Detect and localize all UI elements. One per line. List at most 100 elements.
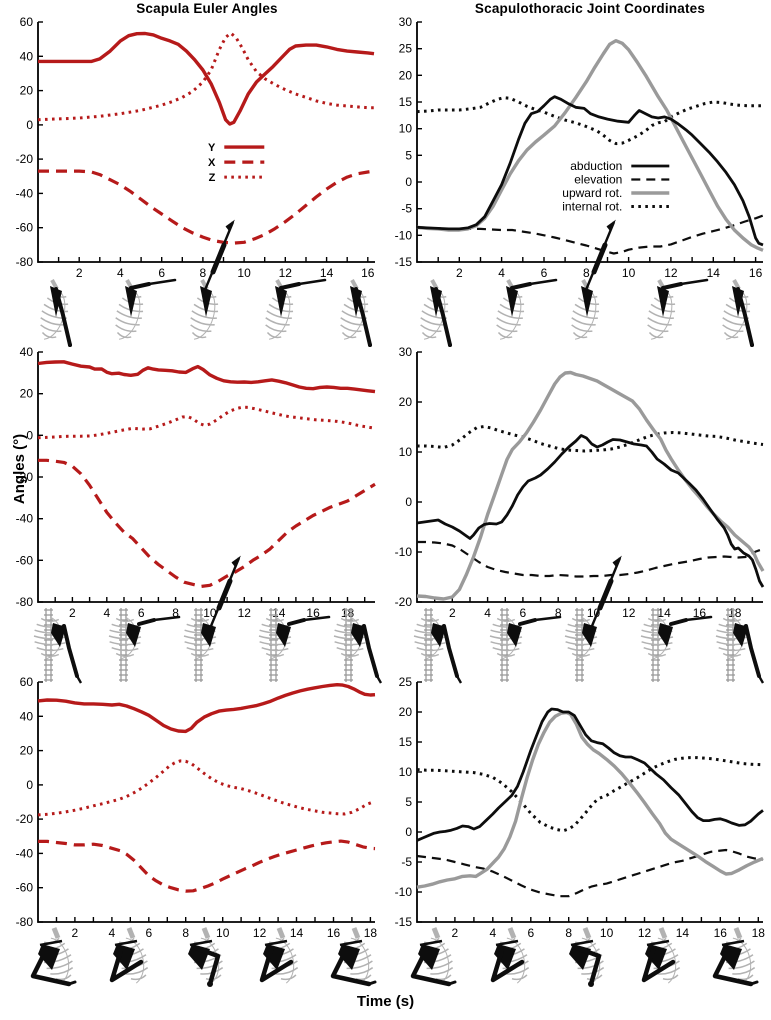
skeleton-pose-icon: [190, 219, 235, 340]
y-tick-label: 25: [399, 675, 413, 689]
y-tick-label: -10: [395, 228, 413, 242]
x-tick-label: 2: [449, 606, 456, 620]
skeleton-pose-icon: [495, 278, 557, 340]
pose-group-right: [404, 555, 768, 684]
y-tick-label: 60: [20, 15, 34, 29]
series-upward-rot--line: [416, 710, 764, 889]
series-elevation-line: [416, 214, 764, 255]
skeleton-pose-strip-3: [0, 924, 771, 996]
legend-label: Z: [209, 172, 216, 184]
series-internal-rot--line: [416, 756, 764, 833]
y-tick-label: -20: [395, 595, 413, 609]
skeleton-pose-icon: [109, 927, 149, 984]
x-tick-label: 14: [290, 926, 304, 940]
legend-label: internal rot.: [562, 200, 622, 214]
y-tick-label: -60: [16, 553, 34, 567]
x-tick-label: 8: [565, 926, 572, 940]
x-tick-label: 4: [489, 926, 496, 940]
x-tick-label: 16: [749, 266, 763, 280]
y-tick-label: 20: [399, 395, 413, 409]
skeleton-pose-strip-2: [0, 555, 771, 684]
x-tick-label: 16: [327, 926, 341, 940]
chart-scapula-euler-trial2: 40 20 0 -20 -40 -60 -80 2 4 6 8 10 12 14 16 18: [0, 344, 385, 624]
skeleton-pose-icon: [40, 279, 72, 347]
y-tick-label: -80: [16, 255, 34, 269]
legend-label: abduction: [570, 159, 622, 173]
y-tick-label: 5: [405, 148, 412, 162]
legend-label: X: [208, 157, 216, 169]
pose-group-left: [24, 924, 386, 996]
skeleton-pose-icon: [646, 278, 708, 340]
x-tick-label: 8: [583, 266, 590, 280]
series-Z-line: [37, 405, 376, 440]
x-tick-label: 16: [714, 926, 728, 940]
x-tick-label: 6: [158, 266, 165, 280]
skeleton-pose-icon: [489, 608, 561, 682]
series-internal-rot--line: [417, 425, 764, 453]
y-tick-label: -40: [16, 846, 34, 860]
x-tick-label: 14: [657, 606, 671, 620]
y-tick-label: -60: [16, 221, 34, 235]
chart-scapulothoracic-trial1: 30 25 20 15 10 5 0 -5 -10 -15 2 4 6 8 10 12 14 16 abductio…: [388, 14, 771, 284]
y-tick-label: -15: [395, 915, 413, 929]
x-tick-label: 4: [117, 266, 124, 280]
series-Z-line: [37, 31, 374, 122]
series-Y-line: [37, 360, 376, 394]
y-tick-label: 20: [20, 387, 34, 401]
skeleton-pose-icon: [490, 927, 529, 984]
x-tick-label: 6: [527, 926, 534, 940]
x-tick-label: 6: [541, 266, 548, 280]
y-tick-label: -5: [401, 855, 412, 869]
x-tick-label: 2: [456, 266, 463, 280]
skeleton-pose-icon: [410, 927, 457, 987]
x-tick-label: 16: [693, 606, 707, 620]
right-column-title: Scapulothoracic Joint Coordinates: [474, 1, 706, 16]
y-tick-label: -60: [16, 881, 34, 895]
x-tick-label: 2: [72, 926, 79, 940]
x-tick-label: 10: [203, 606, 217, 620]
y-tick-label: 10: [399, 765, 413, 779]
x-tick-label: 4: [109, 926, 116, 940]
series-abduction-line: [416, 434, 765, 588]
x-tick-label: 10: [216, 926, 230, 940]
series-Y-line: [37, 683, 376, 734]
y-tick-label: 20: [20, 744, 34, 758]
x-tick-label: 6: [138, 606, 145, 620]
x-tick-label: 6: [520, 606, 527, 620]
series-upward-rot--line: [416, 370, 765, 601]
series-X-line: [38, 839, 376, 893]
skeleton-pose-icon: [115, 278, 177, 340]
y-tick-label: 60: [20, 675, 34, 689]
x-tick-label: 12: [279, 266, 293, 280]
y-tick-label: 20: [399, 68, 413, 82]
x-axis-label: Time (s): [356, 993, 415, 1010]
line-chart-svg: 60 40 20 0 -20 -40 -60 -80 2 4 6 8 10 12 14 16 18: [16, 675, 378, 940]
y-tick-label: -5: [401, 202, 412, 216]
x-tick-label: 2: [69, 606, 76, 620]
x-tick-label: 4: [484, 606, 491, 620]
y-tick-label: 5: [405, 795, 412, 809]
y-tick-label: 20: [20, 84, 34, 98]
x-tick-label: 4: [498, 266, 505, 280]
skeleton-pose-icon: [30, 927, 77, 987]
skeleton-pose-icon: [33, 608, 83, 684]
pose-group-left: [24, 219, 386, 352]
skeleton-pose-icon: [188, 927, 224, 987]
skeleton-pose-strip-1: [0, 219, 771, 352]
x-tick-label: 8: [172, 606, 179, 620]
y-tick-label: 0: [405, 825, 412, 839]
chart-scapula-euler-trial3: 60 40 20 0 -20 -40 -60 -80 2 4 6 8 10 12 14 16 18: [0, 674, 385, 944]
x-tick-label: 18: [752, 926, 766, 940]
x-tick-label: 2: [452, 926, 459, 940]
y-tick-label: 0: [405, 175, 412, 189]
pose-group-right: [404, 924, 768, 996]
legend-label: Y: [208, 142, 216, 154]
y-tick-label: 40: [20, 345, 34, 359]
skeleton-pose-icon: [722, 279, 754, 347]
pose-group-right: [404, 219, 768, 352]
skeleton-pose-icon: [571, 219, 616, 340]
y-tick-label: -10: [395, 885, 413, 899]
series-X-line: [38, 458, 376, 588]
skeleton-pose-icon: [564, 555, 622, 682]
